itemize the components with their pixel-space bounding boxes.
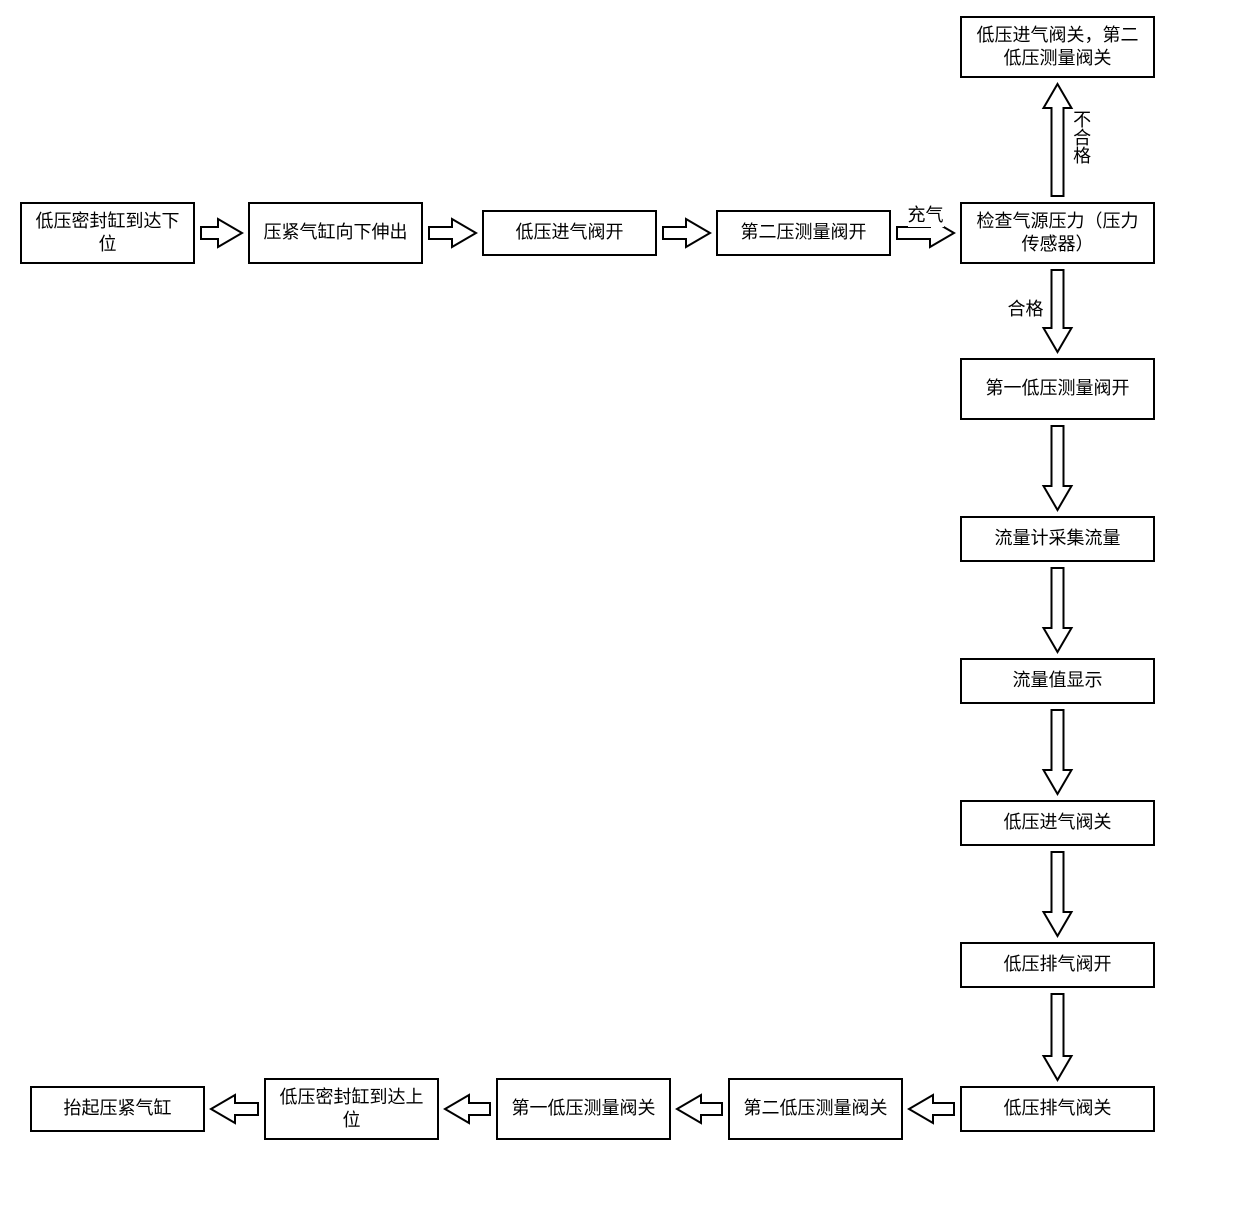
flow-node-label: 流量计采集流量 (995, 527, 1121, 550)
flow-node-label: 第二压测量阀开 (741, 221, 867, 244)
flow-node-n11: 低压排气阀开 (960, 942, 1155, 988)
edge-label: 不合格 (1070, 110, 1092, 164)
flow-node-label: 低压进气阀关，第二低压测量阀关 (968, 24, 1147, 71)
flow-node-label: 第一低压测量阀关 (512, 1097, 656, 1120)
edge-label: 充气 (908, 205, 944, 227)
flow-node-label: 低压进气阀关 (1004, 811, 1112, 834)
flow-node-n9: 流量值显示 (960, 658, 1155, 704)
flow-node-n3: 低压进气阀开 (482, 210, 657, 256)
edge-label: 合格 (1008, 299, 1044, 321)
flow-node-n8: 流量计采集流量 (960, 516, 1155, 562)
flow-node-n5: 检查气源压力（压力传感器） (960, 202, 1155, 264)
flow-node-label: 低压密封缸到达下位 (28, 210, 187, 257)
flow-node-n16: 抬起压紧气缸 (30, 1086, 205, 1132)
flow-node-label: 抬起压紧气缸 (64, 1097, 172, 1120)
flow-node-label: 低压排气阀关 (1004, 1097, 1112, 1120)
flow-node-n6: 低压进气阀关，第二低压测量阀关 (960, 16, 1155, 78)
flow-node-n4: 第二压测量阀开 (716, 210, 891, 256)
flow-node-n12: 低压排气阀关 (960, 1086, 1155, 1132)
flowchart-container: 低压密封缸到达下位 压紧气缸向下伸出 低压进气阀开 第二压测量阀开 检查气源压力（压力传… (0, 0, 1240, 1214)
flow-node-n13: 第二低压测量阀关 (728, 1078, 903, 1140)
flow-node-n15: 低压密封缸到达上位 (264, 1078, 439, 1140)
flow-node-label: 第一低压测量阀开 (986, 377, 1130, 400)
flow-node-n1: 低压密封缸到达下位 (20, 202, 195, 264)
flow-node-label: 低压进气阀开 (516, 221, 624, 244)
flow-node-n2: 压紧气缸向下伸出 (248, 202, 423, 264)
flow-node-label: 检查气源压力（压力传感器） (968, 210, 1147, 257)
flow-node-n14: 第一低压测量阀关 (496, 1078, 671, 1140)
flow-arrows-svg (0, 0, 1240, 1214)
flow-node-n10: 低压进气阀关 (960, 800, 1155, 846)
flow-node-label: 低压排气阀开 (1004, 953, 1112, 976)
flow-node-label: 低压密封缸到达上位 (272, 1086, 431, 1133)
flow-node-label: 第二低压测量阀关 (744, 1097, 888, 1120)
flow-node-n7: 第一低压测量阀开 (960, 358, 1155, 420)
flow-node-label: 流量值显示 (1013, 669, 1103, 692)
flow-node-label: 压紧气缸向下伸出 (264, 221, 408, 244)
